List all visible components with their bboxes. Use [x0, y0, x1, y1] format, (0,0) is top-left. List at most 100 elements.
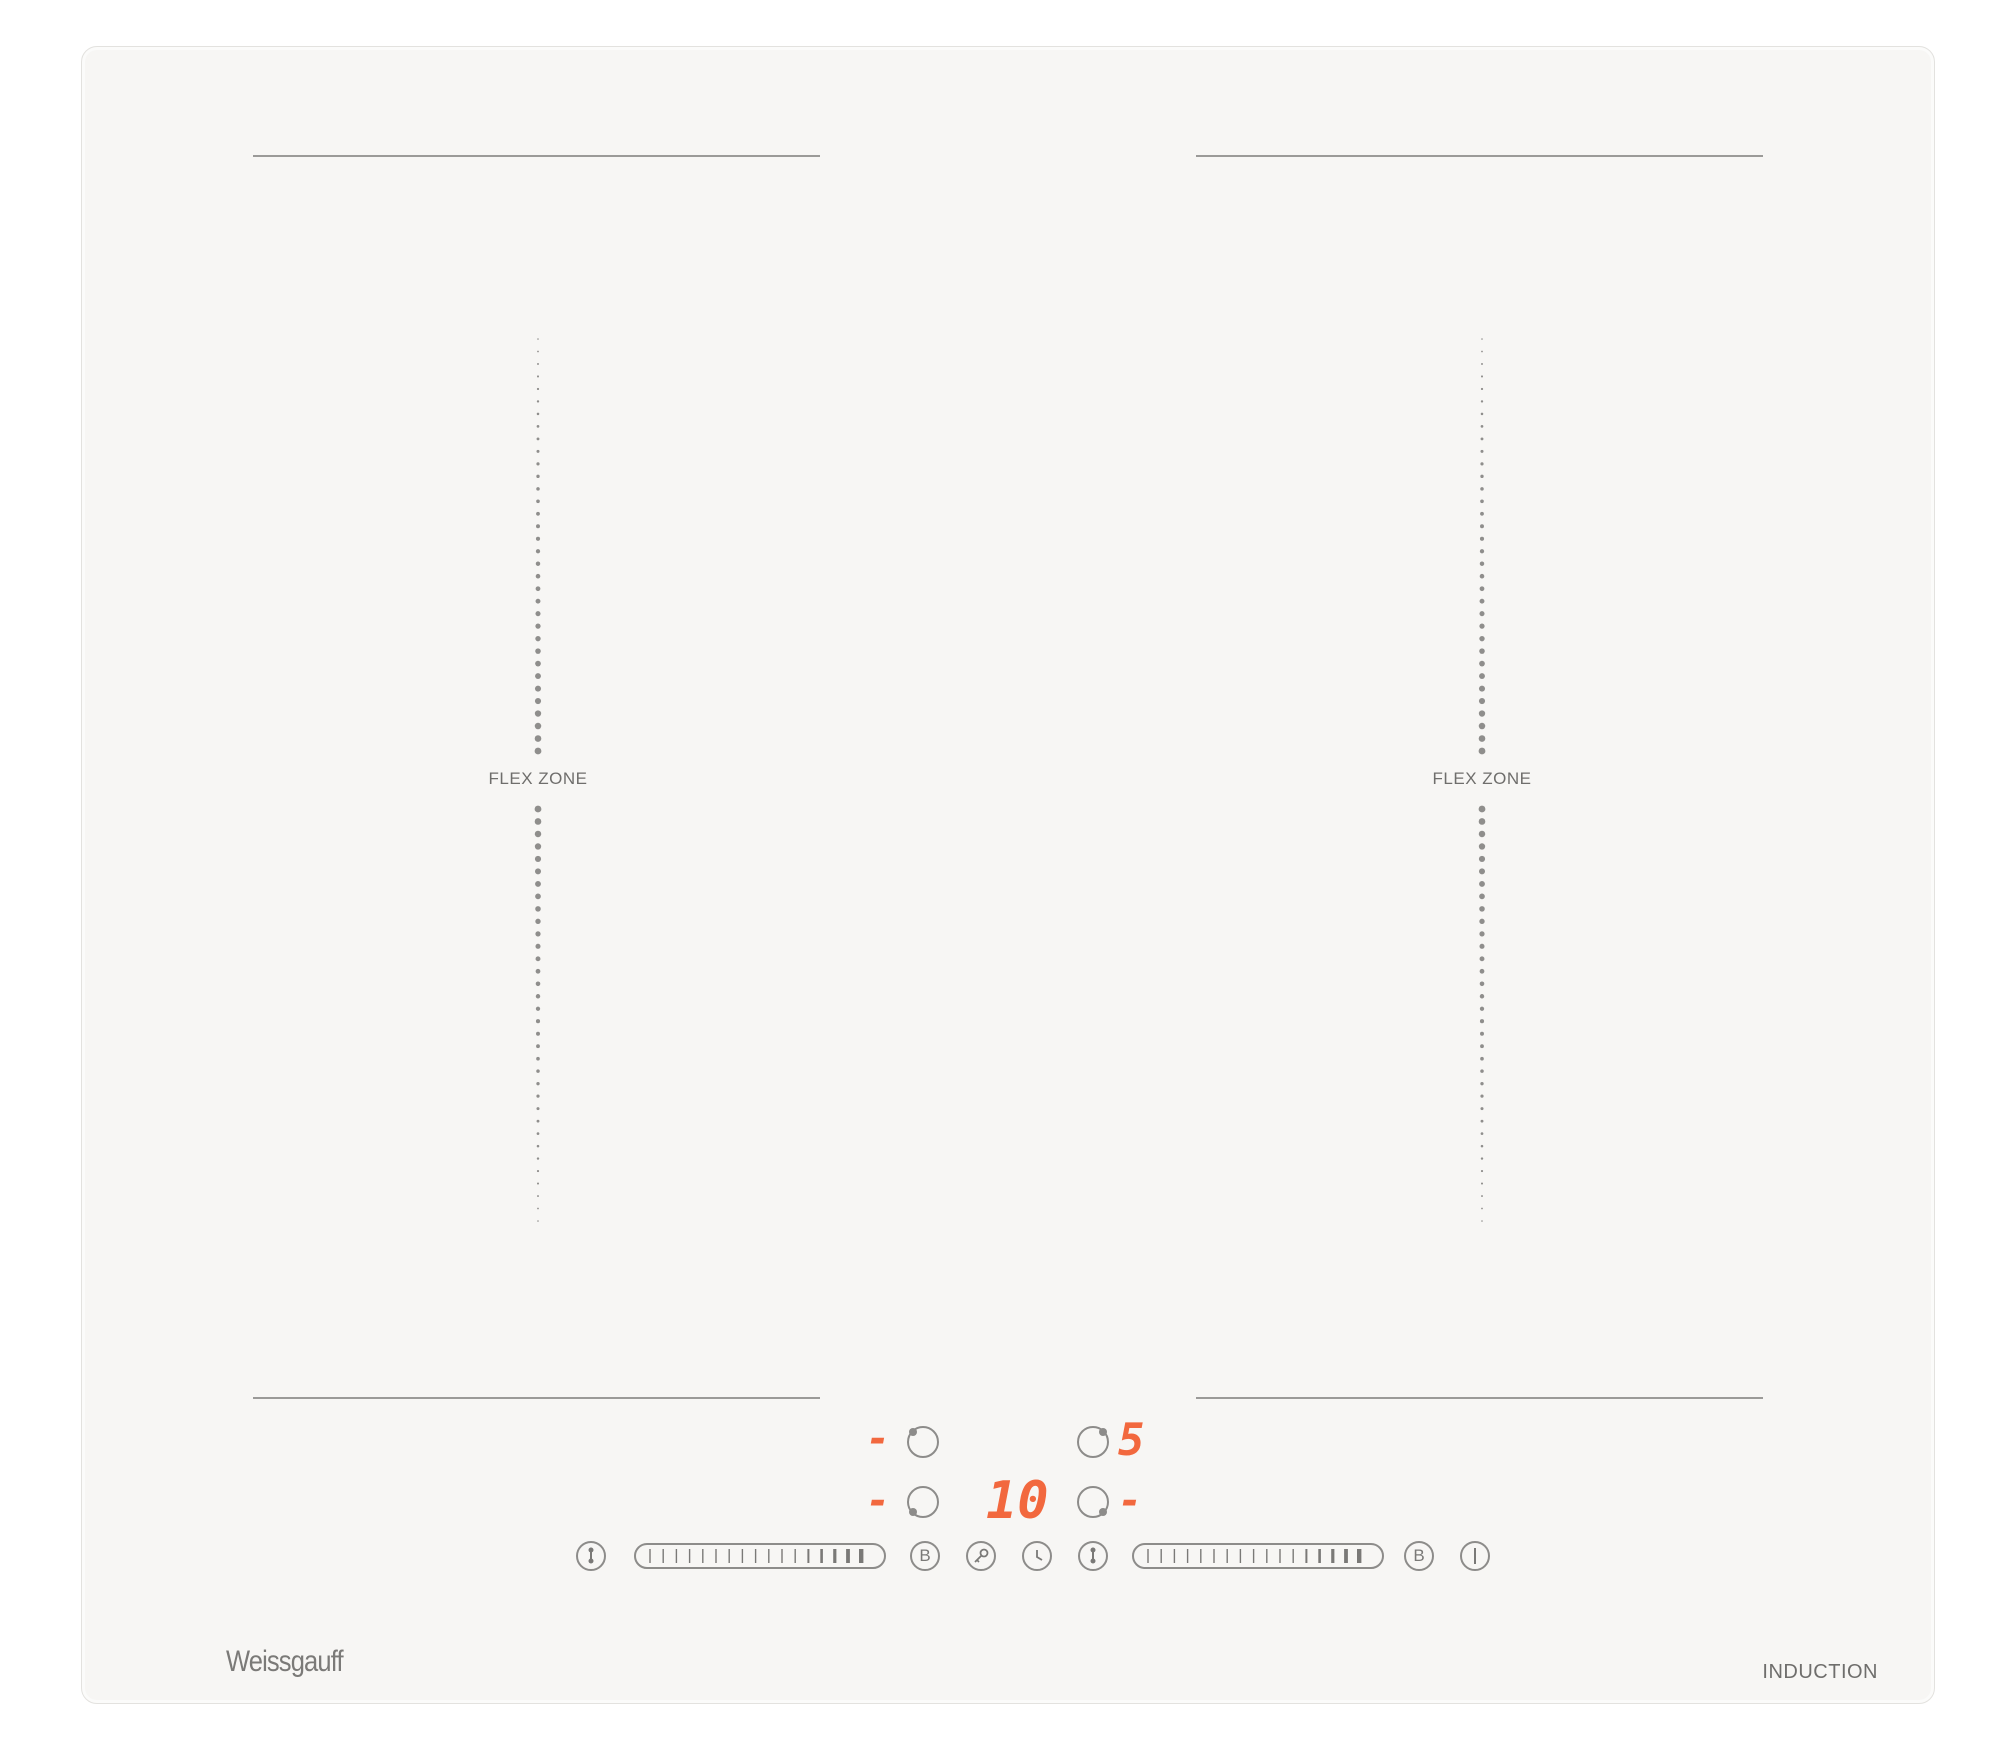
divider-dot [535, 880, 541, 887]
right-boost-button[interactable]: B [1404, 1541, 1434, 1571]
divider-dot [535, 968, 541, 974]
divider-dot [1480, 1044, 1484, 1049]
divider-dot [536, 400, 540, 403]
divider-dot [1479, 561, 1485, 566]
divider-dot [535, 598, 541, 604]
divider-dot [536, 1182, 540, 1185]
divider-dot [535, 673, 541, 680]
right-flex-zone-divider-bottom [1478, 805, 1486, 1222]
divider-dot [1479, 586, 1485, 592]
divider-dot [1479, 931, 1485, 937]
divider-dot [535, 1019, 541, 1024]
key-icon [974, 1548, 989, 1563]
divider-dot [1478, 697, 1486, 705]
divider-dot [1481, 1207, 1483, 1210]
divider-dot [1480, 474, 1484, 479]
divider-dot [1479, 549, 1485, 554]
divider-dot [1478, 685, 1486, 692]
power-icon [1474, 1548, 1476, 1564]
divider-dot [535, 660, 541, 667]
right-boost-label: B [1413, 1546, 1425, 1565]
divider-dot [1479, 648, 1485, 654]
divider-dot [535, 1006, 541, 1011]
divider-dot [535, 635, 541, 642]
divider-dot [1480, 412, 1484, 416]
divider-dot [537, 1207, 539, 1210]
divider-dot [1478, 843, 1486, 850]
divider-dot [1480, 1081, 1484, 1086]
divider-dot [1479, 1019, 1485, 1024]
divider-dot [536, 1031, 540, 1036]
divider-dot [1480, 1132, 1484, 1135]
divider-dot [535, 893, 541, 900]
zone-select-icon [1090, 1547, 1096, 1564]
divider-dot [1480, 375, 1484, 378]
divider-dot [1480, 524, 1484, 529]
divider-dot [535, 906, 541, 912]
divider-dot [534, 843, 542, 850]
divider-dot [1479, 611, 1485, 617]
divider-dot [1480, 1031, 1484, 1036]
divider-dot [536, 1169, 540, 1173]
divider-dot [534, 747, 542, 755]
timer-button[interactable] [1022, 1541, 1052, 1571]
divider-dot [1479, 660, 1485, 667]
divider-dot [536, 1107, 540, 1111]
divider-dot [1479, 1006, 1485, 1011]
bottom-right-zone-display: - [1118, 1478, 1143, 1524]
divider-dot [1478, 830, 1486, 838]
divider-dot [1480, 1107, 1484, 1111]
divider-dot [1480, 1119, 1484, 1123]
top-left-zone-indicator-icon [907, 1426, 939, 1458]
divider-dot [536, 375, 540, 378]
divider-dot [535, 586, 541, 592]
divider-dot [536, 449, 540, 453]
divider-dot [535, 623, 541, 629]
clock-icon [1036, 1550, 1043, 1561]
divider-dot [534, 805, 542, 813]
left-zone-select-button[interactable] [576, 1541, 606, 1571]
right-power-slider[interactable] [1132, 1543, 1384, 1569]
divider-dot [1478, 805, 1486, 813]
divider-dot [536, 387, 540, 391]
divider-dot [535, 573, 541, 579]
divider-dot [535, 981, 541, 987]
divider-dot [1478, 818, 1486, 825]
divider-dot [536, 1069, 540, 1073]
divider-dot [536, 1157, 540, 1160]
right-flex-zone-divider-top [1478, 338, 1486, 755]
divider-dot [1479, 623, 1485, 629]
divider-dot [537, 350, 539, 353]
divider-dot [536, 425, 540, 428]
divider-dot [536, 1056, 540, 1061]
divider-dot [1480, 1169, 1484, 1173]
right-zone-top-line [1196, 155, 1763, 157]
divider-dot [1480, 487, 1484, 491]
divider-dot [536, 1081, 540, 1086]
divider-dot [1480, 387, 1484, 391]
induction-hob-panel: FLEX ZONE FLEX ZONE - 5 - 10 - B [81, 46, 1935, 1704]
divider-dot [1481, 350, 1483, 353]
divider-dot [1479, 968, 1485, 974]
divider-dot [535, 956, 541, 962]
divider-dot [1479, 956, 1485, 962]
divider-dot [1478, 747, 1486, 755]
power-button[interactable] [1460, 1541, 1490, 1571]
left-flex-zone-divider-top [534, 338, 542, 755]
divider-dot [536, 412, 540, 416]
divider-dot [1481, 1195, 1483, 1197]
divider-dot [1478, 710, 1486, 717]
bottom-left-zone-display: - [866, 1478, 891, 1524]
left-power-slider[interactable] [634, 1543, 886, 1569]
right-zone-select-button[interactable] [1078, 1541, 1108, 1571]
divider-dot [1479, 943, 1485, 949]
lock-button[interactable] [966, 1541, 996, 1571]
right-flex-zone-label: FLEX ZONE [1432, 769, 1532, 788]
divider-dot [536, 1132, 540, 1135]
divider-dot [535, 648, 541, 654]
divider-dot [537, 1220, 539, 1222]
divider-dot [535, 931, 541, 937]
divider-dot [537, 1195, 539, 1197]
bottom-left-zone-indicator-icon [907, 1486, 939, 1518]
left-boost-button[interactable]: B [910, 1541, 940, 1571]
